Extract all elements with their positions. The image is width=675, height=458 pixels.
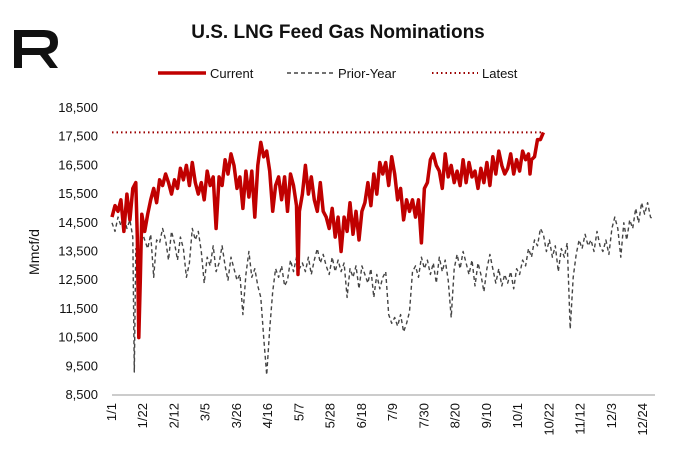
x-tick-label: 9/10 bbox=[479, 403, 494, 428]
y-tick-label: 13,500 bbox=[58, 244, 98, 259]
chart-title: U.S. LNG Feed Gas Nominations bbox=[191, 22, 485, 43]
legend: Current Prior-Year Latest bbox=[158, 66, 518, 81]
x-tick-label: 10/1 bbox=[510, 403, 525, 428]
current-series-line bbox=[110, 131, 546, 340]
x-tick-label: 1/22 bbox=[135, 403, 150, 428]
x-tick-label: 2/12 bbox=[166, 403, 181, 428]
y-tick-label: 10,500 bbox=[58, 330, 98, 345]
x-tick-label: 3/26 bbox=[229, 403, 244, 428]
y-tick-label: 14,500 bbox=[58, 215, 98, 230]
x-tick-label: 12/24 bbox=[635, 403, 650, 436]
x-tick-label: 1/1 bbox=[104, 403, 119, 421]
y-tick-labels: 8,500 9,500 10,500 11,500 12,500 13,500 14,500… bbox=[58, 100, 98, 402]
x-tick-label: 7/30 bbox=[416, 403, 431, 428]
x-tick-labels: 1/1 1/22 2/12 3/5 3/26 4/16 5/7 5/28 6/18 7/9 7/30… bbox=[104, 403, 650, 436]
x-tick-label: 10/22 bbox=[541, 403, 556, 436]
legend-label-latest: Latest bbox=[482, 66, 518, 81]
x-tick-label: 6/18 bbox=[354, 403, 369, 428]
y-tick-label: 11,500 bbox=[59, 301, 98, 316]
x-tick-label: 11/12 bbox=[573, 403, 588, 435]
x-tick-label: 8/20 bbox=[448, 403, 463, 428]
series-layer bbox=[110, 131, 654, 376]
y-tick-label: 8,500 bbox=[65, 387, 98, 402]
x-tick-label: 12/3 bbox=[604, 403, 619, 428]
x-tick-label: 5/7 bbox=[291, 403, 306, 421]
legend-label-current: Current bbox=[210, 66, 254, 81]
y-tick-label: 17,500 bbox=[58, 129, 98, 144]
letter-r-logo-icon bbox=[14, 30, 58, 68]
y-tick-label: 18,500 bbox=[58, 100, 98, 115]
legend-label-prior-year: Prior-Year bbox=[338, 66, 397, 81]
x-tick-label: 7/9 bbox=[385, 403, 400, 421]
y-axis-label: Mmcf/d bbox=[26, 229, 42, 275]
y-tick-label: 9,500 bbox=[65, 358, 98, 373]
y-tick-label: 12,500 bbox=[58, 272, 98, 287]
x-tick-label: 3/5 bbox=[198, 403, 213, 421]
x-tick-label: 5/28 bbox=[323, 403, 338, 428]
prior-year-series-line bbox=[111, 201, 654, 376]
y-tick-label: 16,500 bbox=[58, 157, 98, 172]
y-tick-label: 15,500 bbox=[58, 186, 98, 201]
x-tick-label: 4/16 bbox=[260, 403, 275, 428]
